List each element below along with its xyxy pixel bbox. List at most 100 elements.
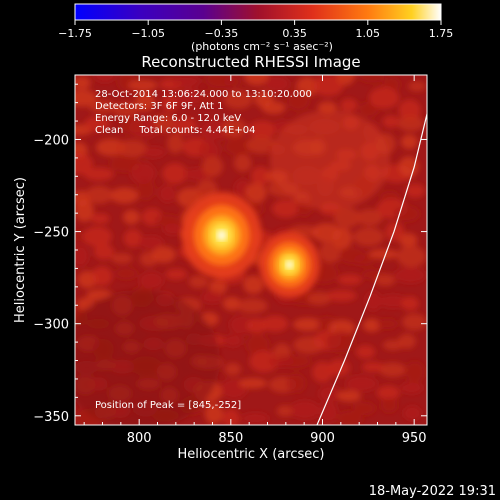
ripple-blob: [111, 253, 133, 264]
emission-source: [181, 192, 262, 279]
info-time-range: 28-Oct-2014 13:06:24.000 to 13:10:20.000: [95, 89, 312, 100]
solar-limb-line: [316, 111, 427, 425]
ripple-blob: [379, 362, 407, 377]
chart-title: Reconstructed RHESSI Image: [141, 53, 360, 71]
ripple-blob: [172, 75, 201, 87]
ripple-blob: [162, 223, 183, 235]
ripple-blob: [382, 115, 400, 128]
ripple-blob: [224, 362, 241, 376]
x-tick-label: 950: [402, 431, 427, 446]
ripple-blob: [399, 233, 418, 248]
ripple-blob: [385, 221, 405, 242]
ripple-blob: [138, 235, 164, 250]
ripple-blob: [328, 359, 350, 377]
ripple-blob: [289, 400, 320, 420]
ripple-blob: [400, 134, 418, 150]
ripple-blob: [83, 167, 114, 181]
ripple-blob: [250, 166, 270, 186]
ripple-blob: [161, 94, 178, 113]
y-axis-title: Heliocentric Y (arcsec): [13, 177, 28, 323]
ripple-blob: [136, 178, 156, 201]
ripple-blob: [158, 184, 176, 203]
ripple-texture: [75, 75, 427, 425]
x-tick-label: 800: [127, 431, 152, 446]
ripple-blob: [400, 382, 423, 394]
source-layer: [285, 260, 294, 269]
ripple-blob: [110, 187, 139, 204]
ripple-blob: [122, 209, 140, 225]
ripple-blob: [223, 90, 253, 109]
ripple-blob: [173, 117, 197, 135]
ripple-blob: [243, 275, 264, 294]
ripple-blob: [75, 245, 89, 267]
ripple-blob: [247, 120, 277, 139]
colorbar-ticks: −1.75 −1.05 −0.35 0.35 1.05 1.75: [58, 20, 453, 40]
ripple-blob: [405, 183, 425, 198]
ripple-blob: [405, 361, 425, 383]
x-tick-label: 900: [310, 431, 335, 446]
y-tick-label: −250: [33, 226, 69, 241]
ripple-blob: [318, 242, 343, 263]
ripple-blob: [287, 373, 306, 393]
image-area: [75, 75, 427, 425]
ripple-blob: [380, 397, 398, 413]
ripple-blob: [84, 116, 110, 132]
ripple-blob: [326, 289, 357, 302]
ripple-blob: [362, 318, 381, 332]
ripple-blob: [177, 87, 201, 107]
ripple-blob: [188, 275, 209, 289]
ripple-blob: [94, 75, 116, 83]
colorbar: [74, 3, 442, 21]
ripple-blob: [337, 274, 362, 286]
colorbar-tick-label: 1.75: [429, 27, 454, 40]
ripple-blob: [91, 266, 113, 286]
emission-sources: [181, 192, 320, 298]
ripple-blob: [396, 245, 426, 268]
ripple-blob: [402, 313, 427, 331]
x-tick-label: 850: [218, 431, 243, 446]
ripple-blob: [319, 401, 338, 423]
ripple-blob: [222, 408, 240, 425]
ripple-blob: [369, 87, 400, 109]
ripple-blob: [238, 378, 268, 389]
ripple-blob: [365, 290, 382, 311]
ripple-blob: [82, 226, 112, 247]
ripple-blob: [332, 227, 353, 250]
ripple-blob: [241, 412, 270, 424]
ripple-blob: [112, 101, 140, 118]
ripple-blob: [245, 182, 267, 204]
ripple-blob: [154, 214, 180, 227]
ripple-blob: [75, 200, 94, 222]
ripple-blob: [130, 162, 156, 184]
colorbar-label: (photons cm⁻² s⁻¹ asec⁻²): [191, 40, 333, 53]
ripple-blob: [88, 100, 117, 114]
ripple-blob: [249, 350, 279, 373]
ripple-blob: [196, 90, 218, 107]
ripple-blob: [229, 315, 254, 335]
ripple-blob: [204, 403, 224, 425]
ripple-blob: [398, 99, 421, 121]
ripple-blob: [353, 254, 374, 266]
ripple-blob: [362, 362, 385, 373]
ripple-blob: [353, 227, 385, 247]
ripple-blob: [328, 319, 356, 336]
ripple-blob: [306, 291, 332, 305]
emission-source: [259, 232, 320, 298]
ripple-blob: [312, 75, 344, 97]
ripple-blob: [358, 101, 379, 118]
ripple-blob: [397, 115, 425, 132]
info-detectors: Detectors: 3F 6F 9F, Att 1: [95, 101, 223, 112]
ripple-blob: [127, 80, 158, 91]
ripple-blob: [224, 137, 255, 156]
ripple-blob: [376, 318, 398, 330]
ripple-blob: [244, 75, 270, 86]
ripple-blob: [408, 81, 426, 92]
ripple-blob: [201, 155, 223, 178]
ripple-blob: [286, 89, 310, 111]
ripple-blob: [340, 98, 358, 112]
colorbar-tick-label: −1.75: [58, 27, 92, 40]
ripple-blob: [151, 246, 176, 263]
ripple-blob: [75, 76, 91, 90]
ripple-blob: [356, 209, 383, 226]
ripple-blob: [276, 405, 294, 417]
